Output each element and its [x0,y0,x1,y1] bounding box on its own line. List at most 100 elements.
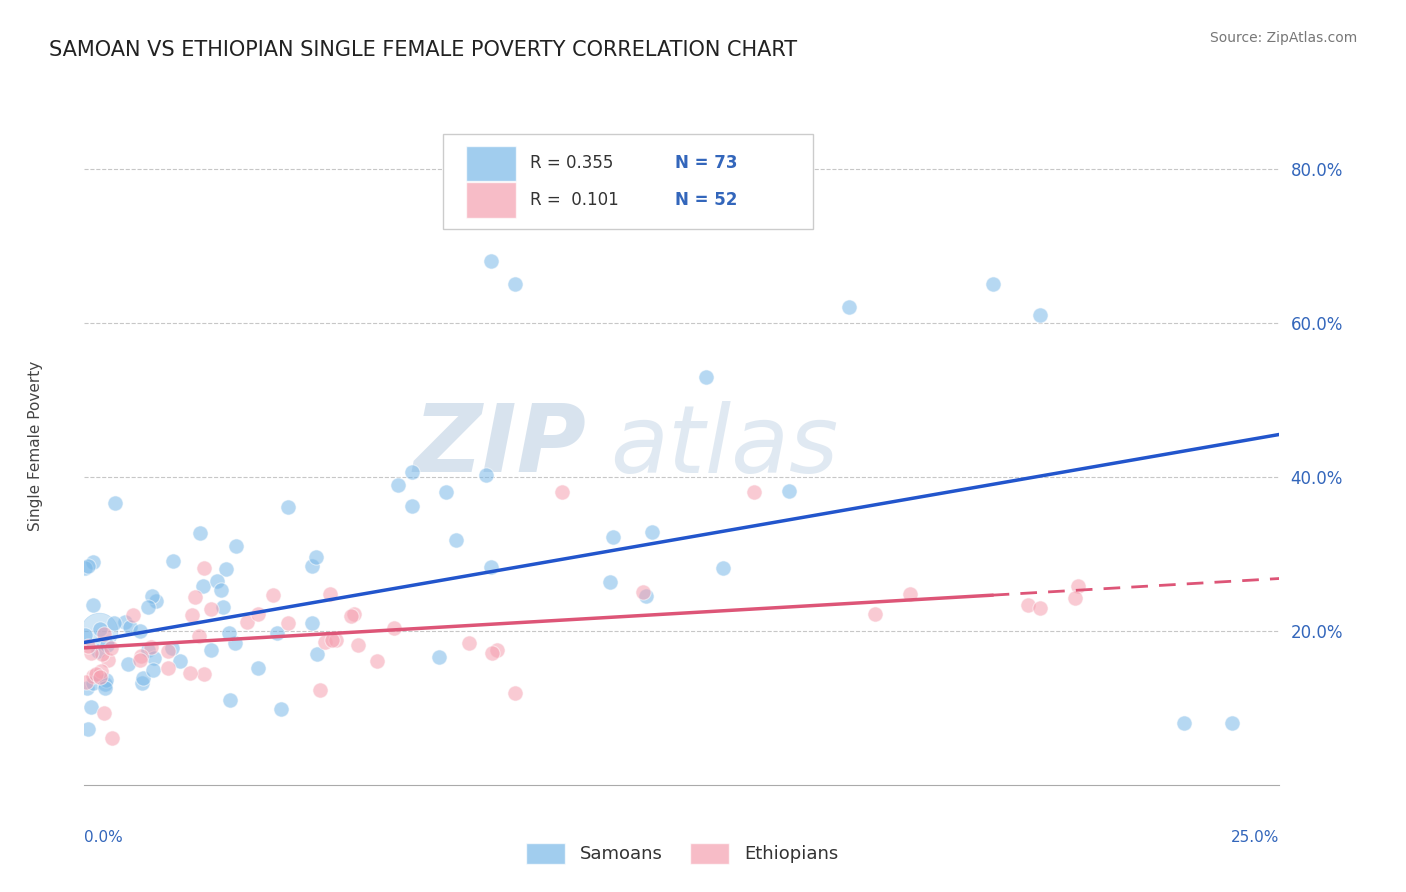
Point [77,640,100,654]
Point [481,647,503,661]
Point [73,628,96,642]
FancyBboxPatch shape [465,182,516,218]
Point [436,484,458,499]
Point [215,562,238,576]
Point [209,582,232,597]
Point [122,607,145,622]
Point [382,622,405,636]
FancyBboxPatch shape [465,145,516,181]
Point [838,301,860,315]
Point [82,675,104,690]
Point [90,647,112,661]
Point [75,674,97,689]
Point [100,641,122,656]
Point [141,589,163,603]
Point [80,646,103,660]
Point [236,615,259,629]
Point [89,669,111,683]
Point [77,559,100,574]
Point [82,669,104,683]
Point [225,540,247,554]
Point [193,667,215,681]
Point [346,638,368,652]
Legend: Samoans, Ethiopians: Samoans, Ethiopians [519,836,845,871]
Point [270,702,292,716]
Point [401,499,423,513]
Point [139,640,162,654]
Point [142,663,165,677]
Point [114,615,136,629]
Point [104,496,127,510]
Text: ZIP: ZIP [413,400,586,492]
Point [145,594,167,608]
Point [444,533,467,547]
Point [136,643,159,657]
Point [1029,600,1052,615]
Point [89,622,111,636]
Point [1029,308,1052,322]
Point [981,277,1004,292]
Point [1220,716,1243,731]
Point [1064,591,1087,606]
FancyBboxPatch shape [443,134,814,229]
Point [503,277,526,292]
Point [219,693,242,707]
Text: atlas: atlas [610,401,838,491]
Point [188,526,211,541]
Point [366,654,388,668]
Point [602,531,624,545]
Point [87,624,110,638]
Text: R = 0.355: R = 0.355 [530,154,613,172]
Point [131,676,153,690]
Point [695,369,717,384]
Point [863,607,886,622]
Point [179,666,201,681]
Point [427,649,450,664]
Point [73,560,96,574]
Point [90,664,112,678]
Text: 25.0%: 25.0% [1232,830,1279,845]
Text: R =  0.101: R = 0.101 [530,191,619,209]
Point [205,574,228,588]
Point [93,706,115,721]
Text: Single Female Poverty: Single Female Poverty [28,361,42,531]
Point [188,629,211,643]
Point [503,685,526,699]
Point [117,657,139,671]
Point [131,648,153,663]
Point [485,643,508,657]
Point [1067,579,1090,593]
Text: 0.0%: 0.0% [84,830,124,845]
Point [342,607,364,622]
Point [387,477,409,491]
Point [82,555,104,569]
Point [636,589,658,603]
Point [401,465,423,479]
Point [93,627,115,641]
Point [1173,716,1195,731]
Point [321,633,343,648]
Point [169,654,191,668]
Point [314,635,336,649]
Point [247,660,270,674]
Point [301,615,323,630]
Point [128,652,150,666]
Point [224,636,246,650]
Point [778,484,800,499]
Point [479,560,502,574]
Text: N = 52: N = 52 [675,191,737,209]
Point [200,602,222,616]
Point [307,648,329,662]
Point [96,638,118,652]
Point [138,600,160,615]
Point [77,722,100,736]
Point [87,644,110,658]
Point [101,731,124,746]
Point [129,624,152,639]
Point [103,616,125,631]
Point [266,626,288,640]
Point [551,485,574,500]
Point [599,574,621,589]
Point [1017,598,1039,612]
Point [184,590,207,604]
